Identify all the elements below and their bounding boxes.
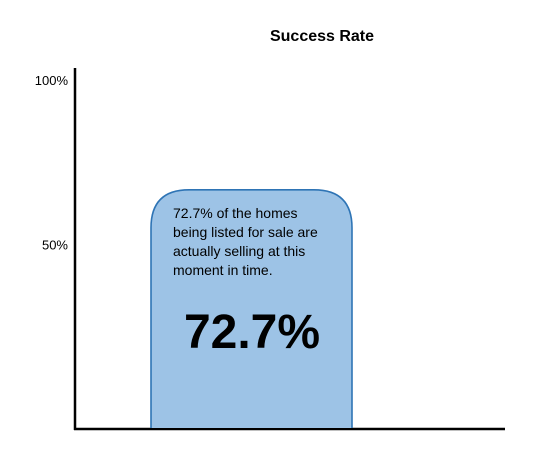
bar-value-label: 72.7%	[184, 306, 320, 359]
y-tick-label: 100%	[35, 73, 69, 88]
bar	[150, 189, 353, 428]
bar-note-line: actually selling at this	[173, 243, 305, 259]
bar-note-line: being listed for sale are	[173, 224, 318, 240]
bar-note-line: 72.7% of the homes	[173, 205, 298, 221]
bar-group	[150, 189, 353, 428]
y-axis-ticks: 100% 50%	[35, 73, 69, 253]
y-tick-label: 50%	[42, 238, 68, 253]
bar-annotation: 72.7% of the homes being listed for sale …	[173, 205, 320, 359]
bar-note-line: moment in time.	[173, 262, 273, 278]
chart-title: Success Rate	[270, 28, 374, 45]
